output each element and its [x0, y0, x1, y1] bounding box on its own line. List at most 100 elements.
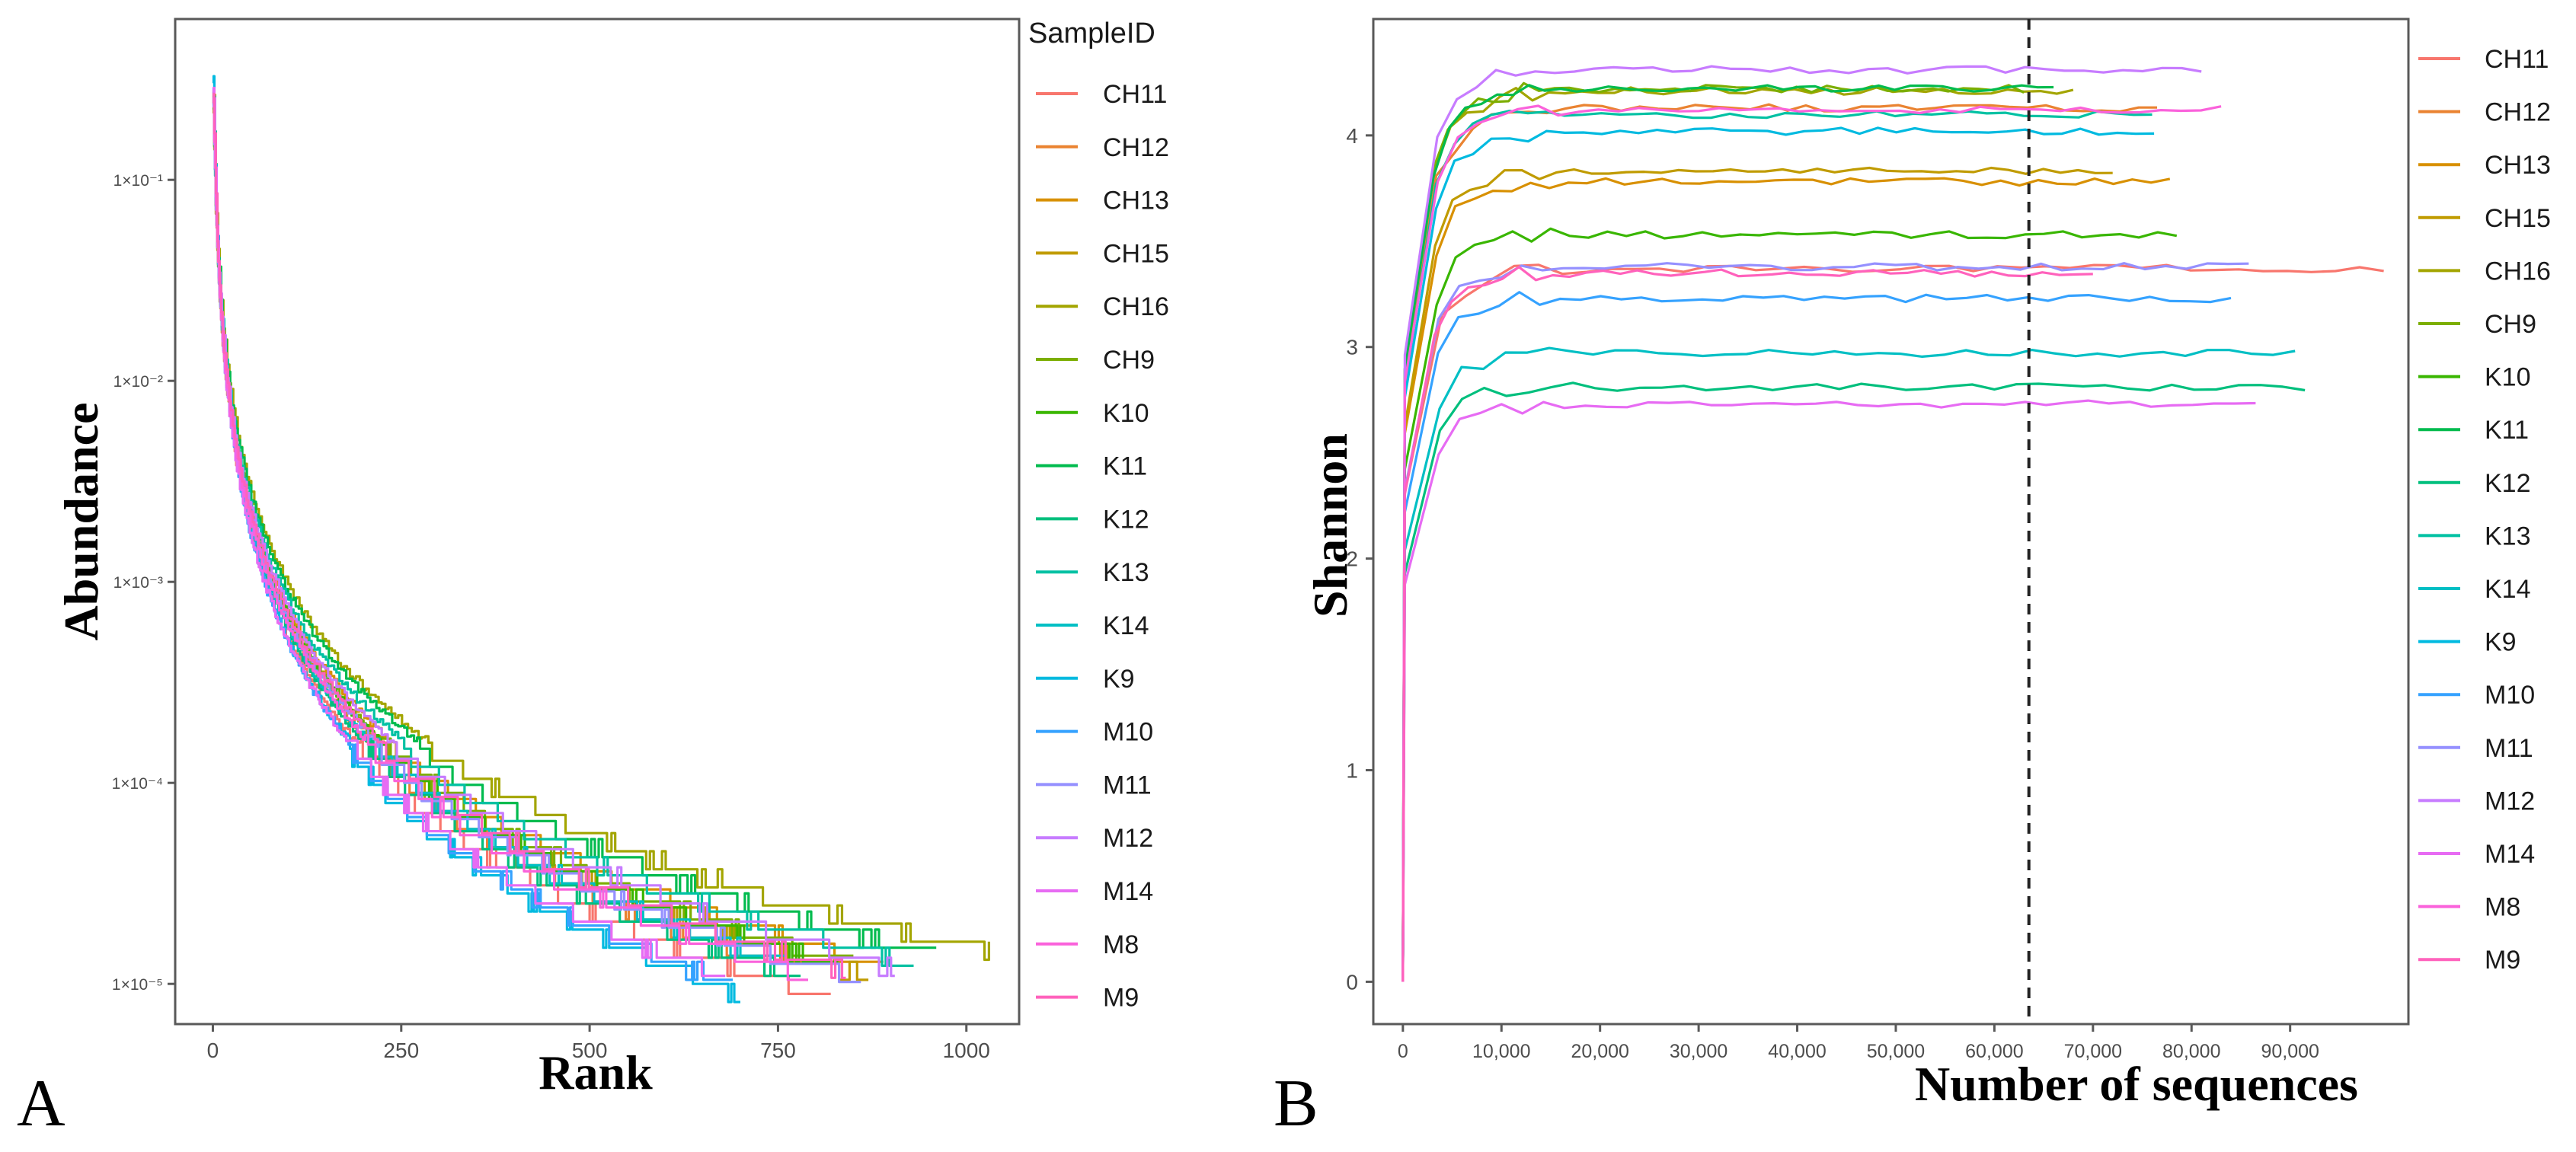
shannon-ytick-label: 0 — [1346, 970, 1358, 994]
legend-label-ch16: CH16 — [1103, 292, 1169, 321]
shannon-curve-k14 — [1401, 346, 2296, 982]
sequences-xtick-label: 50,000 — [1867, 1041, 1925, 1062]
legend-label-ch11: CH11 — [2485, 45, 2549, 74]
legend-label-m14: M14 — [2485, 840, 2535, 869]
legend-label-k13: K13 — [1103, 558, 1149, 587]
shannon-curve-m11 — [1401, 262, 2249, 982]
sequences-xtick-label: 40,000 — [1768, 1041, 1826, 1062]
rank-curve-m14 — [212, 86, 726, 978]
sequences-xtick-label: 0 — [1398, 1041, 1408, 1062]
rank-xtick-label: 0 — [207, 1039, 219, 1062]
legend-label-ch15: CH15 — [2485, 204, 2551, 233]
legend-label-k9: K9 — [2485, 628, 2517, 657]
abundance-ytick-label: 1×10⁻⁴ — [112, 775, 163, 793]
abundance-ytick-label: 1×10⁻² — [113, 373, 163, 391]
shannon-ytick-label: 3 — [1346, 336, 1358, 359]
legend-label-m10: M10 — [1103, 718, 1153, 747]
rank-curve-m10 — [212, 87, 733, 981]
legend-label-k14: K14 — [1103, 611, 1149, 640]
rank-abundance-legend: SampleID CH11 CH12 CH13 CH15 CH16 CH9 K10 K11 K12… — [1028, 18, 1169, 1013]
shannon-curve-m12 — [1401, 65, 2202, 982]
legend-label-k13: K13 — [2485, 522, 2531, 550]
shannon-axis-title: Shannon — [1303, 433, 1357, 617]
legend-label-ch9: CH9 — [2485, 310, 2536, 339]
panel-letter-b: B — [1274, 1067, 1318, 1141]
rank-xtick-label: 500 — [572, 1039, 608, 1062]
legend-label-k14: K14 — [2485, 575, 2531, 604]
legend-label-m9: M9 — [1103, 984, 1139, 1013]
rank-abundance-curves — [212, 75, 990, 1004]
abundance-ytick-label: 1×10⁻⁵ — [112, 976, 163, 994]
legend-label-ch9: CH9 — [1103, 346, 1155, 375]
rank-curve-m9 — [212, 92, 846, 979]
shannon-curve-m9 — [1401, 266, 2093, 982]
legend-label-k10: K10 — [1103, 399, 1149, 428]
rank-curve-m8 — [212, 97, 808, 981]
legend-label-ch13: CH13 — [2485, 151, 2551, 180]
shannon-curve-k12 — [1401, 381, 2306, 982]
legend-label-m9: M9 — [2485, 946, 2520, 975]
rank-axis-title: Rank — [539, 1045, 653, 1099]
shannon-ytick-label: 2 — [1346, 547, 1358, 571]
rank-abundance-ticks: 0 250 500 750 1000 1×10⁻⁵ 1×10⁻⁴ 1×10⁻³ 1×10⁻² 1×… — [112, 172, 990, 1062]
sequences-xtick-label: 10,000 — [1472, 1041, 1530, 1062]
shannon-curve-k10 — [1401, 227, 2178, 982]
legend-label-m8: M8 — [1103, 930, 1139, 959]
sequences-xtick-label: 60,000 — [1965, 1041, 2023, 1062]
shannon-rarefaction-panel: 0 10,000 20,000 30,000 40,000 50,000 60,000 70,… — [1274, 18, 2551, 1141]
sequences-axis-title: Number of sequences — [1915, 1057, 2358, 1111]
shannon-curve-m14 — [1401, 399, 2256, 982]
abundance-axis-title: Abundance — [54, 403, 108, 641]
legend-label-k10: K10 — [2485, 363, 2531, 392]
shannon-curve-ch13 — [1401, 177, 2171, 982]
shannon-curve-k13 — [1401, 110, 2153, 982]
legend-label-ch12: CH12 — [1103, 133, 1169, 162]
shannon-curve-ch16 — [1401, 86, 2074, 982]
shannon-curve-ch15 — [1401, 166, 2113, 982]
rank-xtick-label: 750 — [760, 1039, 796, 1062]
legend-label-m12: M12 — [1103, 824, 1153, 853]
legend-label-k12: K12 — [2485, 469, 2531, 498]
legend-label-ch12: CH12 — [2485, 98, 2551, 127]
shannon-curve-m8 — [1401, 104, 2222, 982]
sequences-xtick-label: 30,000 — [1670, 1041, 1727, 1062]
rank-curve-m12 — [212, 97, 895, 978]
abundance-ytick-label: 1×10⁻³ — [113, 574, 163, 592]
sequences-xtick-label: 20,000 — [1571, 1041, 1628, 1062]
legend-label-m11: M11 — [2485, 734, 2533, 763]
legend-label-m12: M12 — [2485, 787, 2535, 815]
legend-label-m14: M14 — [1103, 877, 1153, 906]
shannon-ticks: 0 10,000 20,000 30,000 40,000 50,000 60,000 70,… — [1346, 124, 2319, 1062]
rank-curve-m11 — [212, 103, 861, 984]
legend-label-k11: K11 — [2485, 416, 2529, 445]
shannon-ytick-label: 4 — [1346, 124, 1358, 148]
legend-title: SampleID — [1028, 18, 1155, 49]
shannon-legend: CH11 CH12 CH13 CH15 CH16 CH9 K10 K11 K12 K13 K14 K9… — [2418, 45, 2551, 975]
sequences-xtick-label: 90,000 — [2261, 1041, 2319, 1062]
legend-label-ch11: CH11 — [1103, 80, 1167, 109]
shannon-curve-ch11 — [1401, 263, 2384, 982]
shannon-curve-m10 — [1401, 291, 2232, 982]
rank-xtick-label: 250 — [383, 1039, 419, 1062]
sequences-xtick-label: 80,000 — [2162, 1041, 2220, 1062]
legend-label-k12: K12 — [1103, 505, 1149, 534]
rank-xtick-label: 1000 — [943, 1039, 990, 1062]
rank-curve-ch16 — [212, 93, 990, 962]
legend-label-m11: M11 — [1103, 771, 1152, 799]
legend-label-ch13: CH13 — [1103, 187, 1169, 215]
legend-label-m8: M8 — [2485, 893, 2520, 922]
legend-label-ch16: CH16 — [2485, 257, 2551, 286]
shannon-curve-ch9 — [1401, 81, 2025, 982]
rank-abundance-panel: 0 250 500 750 1000 1×10⁻⁵ 1×10⁻⁴ 1×10⁻³ 1×10⁻² 1×… — [17, 18, 1169, 1141]
sequences-xtick-label: 70,000 — [2064, 1041, 2122, 1062]
legend-label-k11: K11 — [1103, 452, 1147, 481]
legend-label-ch15: CH15 — [1103, 239, 1169, 268]
shannon-ytick-label: 1 — [1346, 759, 1358, 783]
abundance-ytick-label: 1×10⁻¹ — [113, 172, 163, 190]
shannon-curve-k11 — [1401, 84, 2054, 982]
legend-label-k9: K9 — [1103, 665, 1135, 694]
panel-letter-a: A — [17, 1067, 66, 1141]
legend-label-m10: M10 — [2485, 681, 2535, 710]
shannon-rarefaction-curves — [1401, 65, 2384, 982]
